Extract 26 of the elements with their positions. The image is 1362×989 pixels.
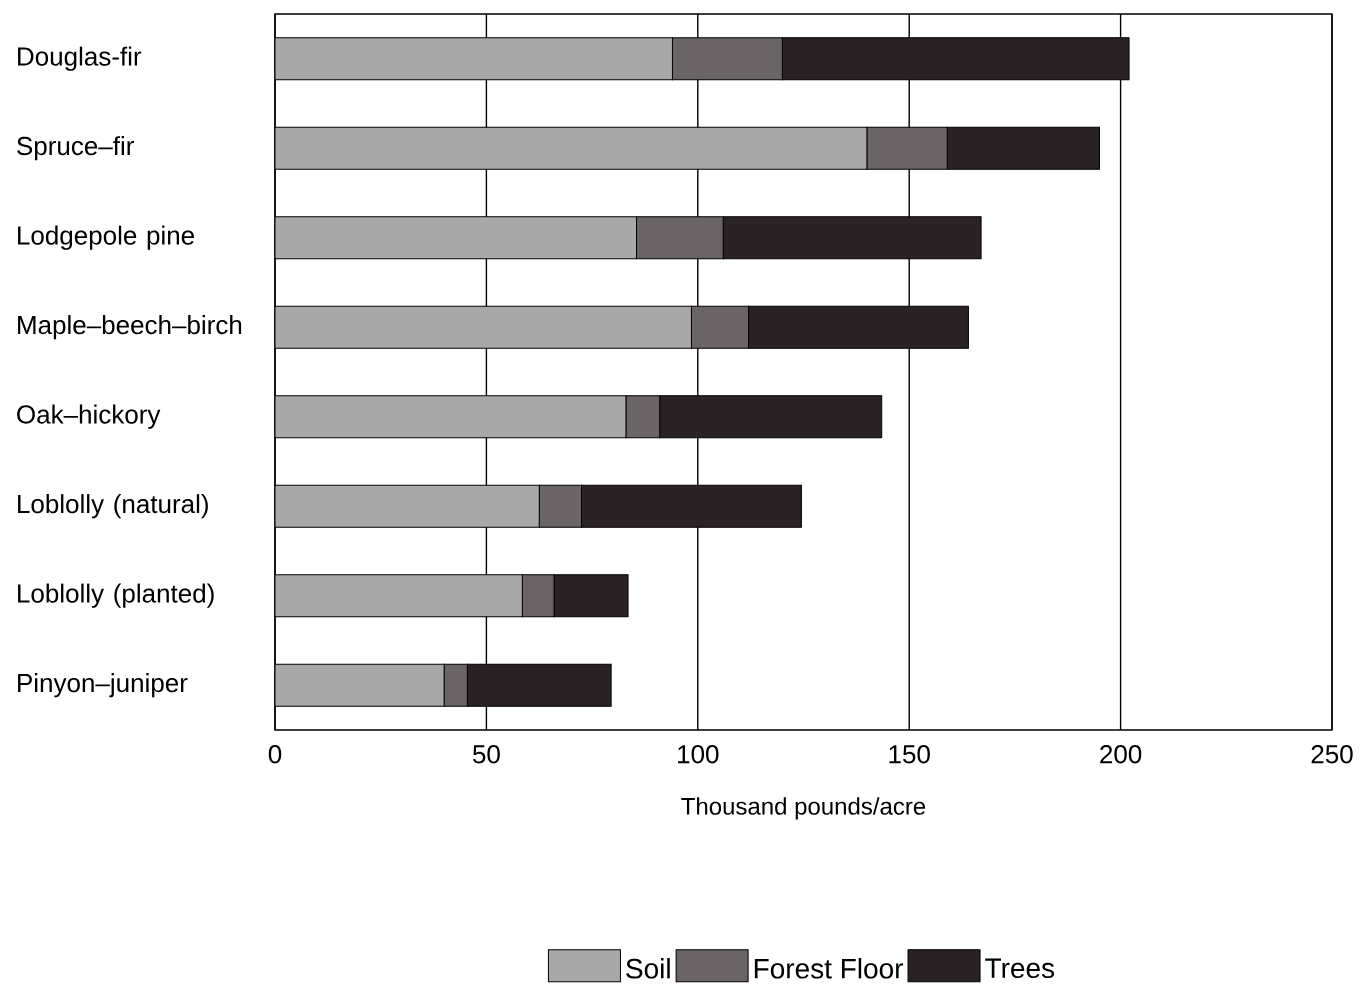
x-tick-label: 150 <box>889 744 930 764</box>
bar <box>275 305 692 349</box>
y-tick-label: Loblolly (natural) <box>18 493 208 519</box>
y-tick-label: Douglas-fir <box>18 46 142 71</box>
x-tick-label: 0 <box>268 744 282 764</box>
y-tick-label: Oak–hickory <box>17 404 161 429</box>
bar <box>275 216 637 260</box>
y-tick-label: Pinyon–juniper <box>18 672 188 698</box>
bar <box>275 395 627 439</box>
y-tick-label: Loblolly (planted) <box>18 583 214 608</box>
y-tick-label: Lodgepole pine <box>18 225 194 250</box>
x-tick-label: 50 <box>472 744 500 764</box>
legend-label: Trees <box>985 958 1055 978</box>
x-tick-label: 100 <box>678 744 719 764</box>
x-axis-title: Thousand pounds/acre <box>681 797 926 820</box>
x-tick-label: 200 <box>1100 744 1142 764</box>
x-tick-label: 250 <box>1311 744 1353 764</box>
legend-label: Soil <box>626 957 670 979</box>
bar <box>275 574 523 618</box>
bar <box>275 37 673 81</box>
bar <box>275 484 540 528</box>
y-tick-label: Spruce–fir <box>17 135 134 161</box>
legend-label: Forest Floor <box>754 957 904 979</box>
y-tick-label: Maple–beech–birch <box>18 314 242 340</box>
bar <box>275 663 445 707</box>
bar <box>275 126 868 170</box>
